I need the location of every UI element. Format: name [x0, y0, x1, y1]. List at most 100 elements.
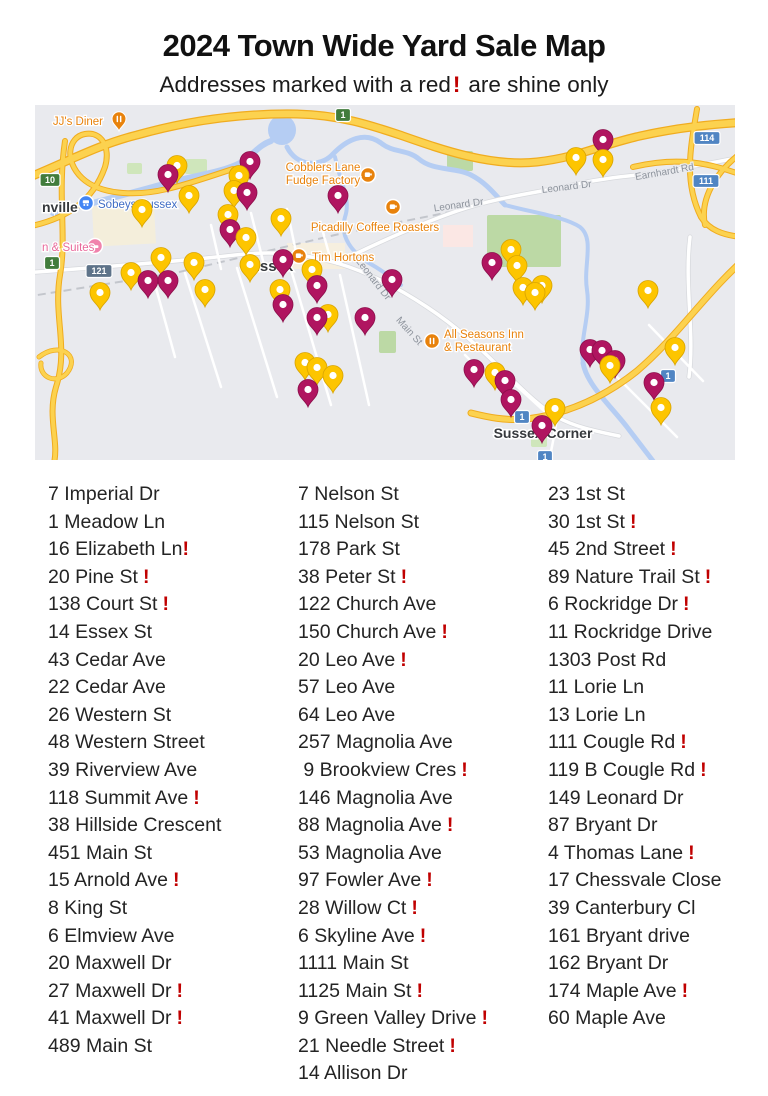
map-pin-magenta[interactable] — [236, 182, 258, 212]
address-text: 87 Bryant Dr — [548, 814, 658, 837]
address-text: 150 Church Ave — [298, 620, 437, 643]
address-text: 111 Cougle Rd — [548, 731, 676, 754]
map-pin-yellow[interactable] — [183, 252, 205, 282]
map-pin-magenta[interactable] — [531, 415, 553, 445]
shine-only-bang: ! — [461, 758, 468, 781]
address-text: 149 Leonard Dr — [548, 786, 684, 809]
address-text: 57 Leo Ave — [298, 676, 396, 699]
map-pin-yellow[interactable] — [637, 280, 659, 310]
map-pin-magenta[interactable] — [643, 372, 665, 402]
address-item: 1 Meadow Ln — [48, 509, 221, 537]
address-text: 48 Western Street — [48, 731, 205, 754]
address-item: 28 Willow Ct! — [298, 895, 488, 923]
svg-text:1: 1 — [49, 258, 54, 268]
map-pin-magenta[interactable] — [272, 249, 294, 279]
route-shield-114: 114 — [693, 130, 721, 146]
poi-all-seasons-inn[interactable]: All Seasons Inn & Restaurant — [423, 328, 525, 355]
map-pin-magenta[interactable] — [306, 275, 328, 305]
address-item: 14 Allison Dr — [298, 1060, 488, 1088]
shine-only-bang: ! — [700, 758, 707, 781]
shine-only-bang: ! — [176, 979, 184, 1002]
address-text: 138 Court St — [48, 593, 158, 616]
map-pin-magenta[interactable] — [137, 270, 159, 300]
map-pin-magenta[interactable] — [239, 151, 261, 181]
address-item: 146 Magnolia Ave — [298, 785, 488, 813]
map-pin-yellow[interactable] — [650, 397, 672, 427]
shine-only-bang: ! — [162, 593, 169, 616]
address-item: 8 King St — [48, 895, 221, 923]
address-item: 451 Main St — [48, 840, 221, 868]
address-item: 27 Maxwell Dr! — [48, 978, 221, 1006]
map-pin-yellow[interactable] — [178, 185, 200, 215]
shine-only-bang: ! — [683, 593, 690, 616]
map-pin-magenta[interactable] — [306, 307, 328, 337]
map-pin-yellow[interactable] — [592, 149, 614, 179]
address-item: 178 Park St — [298, 536, 488, 564]
address-text: 119 B Cougle Rd — [548, 758, 696, 781]
shine-only-bang: ! — [704, 565, 712, 588]
map-canvas[interactable]: 10 1 1 121 114 111 1 1 1 Leonard Dr Leonard Dr Leo… — [35, 105, 735, 460]
address-text: 60 Maple Ave — [548, 1007, 666, 1030]
svg-text:114: 114 — [700, 133, 715, 143]
map-pin-yellow[interactable] — [565, 147, 587, 177]
map-pin-magenta[interactable] — [481, 252, 503, 282]
map-pin-yellow[interactable] — [544, 398, 566, 428]
map-pin-magenta[interactable] — [354, 307, 376, 337]
map-pin-yellow[interactable] — [131, 199, 153, 229]
map-pin-yellow[interactable] — [270, 208, 292, 238]
shine-only-bang: ! — [416, 979, 423, 1002]
poi-picadilly-coffee-roasters[interactable]: Picadilly Coffee Roasters — [310, 198, 441, 235]
address-text: 257 Magnolia Ave — [298, 731, 453, 754]
map-pin-magenta[interactable] — [272, 294, 294, 324]
address-text: 14 Essex St — [48, 620, 153, 643]
address-text: 53 Magnolia Ave — [298, 841, 442, 864]
address-item: 15 Arnold Ave! — [48, 867, 221, 895]
address-item: 4 Thomas Lane! — [548, 840, 721, 868]
address-item: 7 Imperial Dr — [48, 481, 221, 509]
map-pin-yellow[interactable] — [524, 282, 546, 312]
address-text: 27 Maxwell Dr — [48, 979, 172, 1002]
address-text: 1125 Main St — [298, 979, 412, 1002]
address-item: 64 Leo Ave — [298, 702, 488, 730]
route-shield-10: 10 — [39, 172, 61, 188]
map-pin-yellow[interactable] — [150, 247, 172, 277]
map-pin-magenta[interactable] — [592, 129, 614, 159]
address-text: 20 Maxwell Dr — [48, 952, 172, 975]
map-pin-magenta[interactable] — [157, 270, 179, 300]
map-pin-magenta[interactable] — [494, 370, 516, 400]
address-item: 20 Leo Ave! — [298, 647, 488, 675]
svg-text:121: 121 — [91, 266, 106, 276]
map-pin-yellow[interactable] — [294, 352, 316, 382]
map-pin-magenta[interactable] — [463, 359, 485, 389]
map-pin-yellow[interactable] — [235, 227, 257, 257]
map-pin-yellow[interactable] — [239, 254, 261, 284]
map-pin-magenta[interactable] — [157, 164, 179, 194]
address-item: 111 Cougle Rd! — [548, 729, 721, 757]
map-pin-yellow[interactable] — [599, 355, 621, 385]
address-item: 16 Elizabeth Ln! — [48, 536, 221, 564]
poi-tim-hortons[interactable]: Tim Hortons — [290, 247, 376, 265]
map-pin-yellow[interactable] — [89, 282, 111, 312]
map-pin-magenta[interactable] — [297, 379, 319, 409]
map-pin-yellow[interactable] — [506, 255, 528, 285]
map-pin-yellow[interactable] — [269, 279, 291, 309]
map-pin-yellow[interactable] — [664, 337, 686, 367]
poi-inn-and-suites[interactable]: n & Suites — [41, 237, 104, 255]
address-text: 146 Magnolia Ave — [298, 786, 453, 809]
shine-only-bang: ! — [680, 731, 687, 754]
address-text: 17 Chessvale Close — [548, 869, 722, 892]
poi-jjs-diner[interactable]: JJ's Diner — [52, 111, 127, 133]
poi-cobblers-lane-fudge-factory[interactable]: Cobblers Lane Fudge Factory — [284, 161, 377, 188]
address-text: 15 Arnold Ave — [48, 869, 168, 892]
map-pin-yellow[interactable] — [194, 279, 216, 309]
map-pin-magenta[interactable] — [500, 389, 522, 419]
address-item: 88 Magnolia Ave! — [298, 812, 488, 840]
map-pin-magenta[interactable] — [381, 269, 403, 299]
town-label: nville — [42, 199, 78, 215]
address-item: 39 Riverview Ave — [48, 757, 221, 785]
map-pin-magenta[interactable] — [327, 185, 349, 215]
address-text: 1 Meadow Ln — [48, 510, 166, 533]
map-pin-yellow[interactable] — [322, 365, 344, 395]
map-pin-magenta[interactable] — [591, 340, 613, 370]
